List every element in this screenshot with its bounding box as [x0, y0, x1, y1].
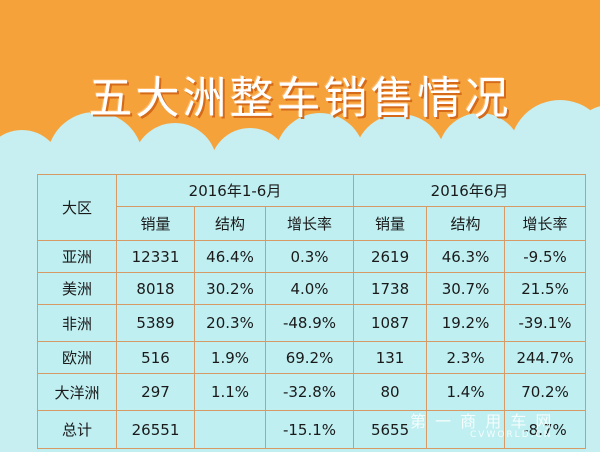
table-row: 亚洲 12331 46.4% 0.3% 2619 46.3% -9.5% — [37, 240, 587, 273]
header-share: 结构 — [194, 206, 266, 241]
cell-jun-growth: -9.5% — [504, 240, 587, 273]
header-period-june: 2016年6月 — [353, 174, 587, 207]
header-region: 大区 — [37, 174, 117, 241]
cell-jun-growth: 70.2% — [504, 373, 587, 411]
table-row: 总计 26551 -15.1% 5655 -8.7% — [37, 410, 587, 449]
cell-h1-growth: -48.9% — [264, 304, 355, 342]
cell-h1-share — [194, 410, 266, 449]
cell-h1-share: 1.1% — [194, 373, 266, 411]
cell-jun-growth: 244.7% — [504, 341, 587, 374]
cell-jun-growth: -39.1% — [504, 304, 587, 342]
sales-table: 大区 2016年1-6月 2016年6月 销量 结构 增长率 销量 结构 增长率… — [37, 174, 587, 449]
cell-jun-share: 19.2% — [426, 304, 506, 342]
table-row: 欧洲 516 1.9% 69.2% 131 2.3% 244.7% — [37, 341, 587, 374]
table-body: 亚洲 12331 46.4% 0.3% 2619 46.3% -9.5% 美洲 8018 30.2… — [37, 240, 587, 449]
cell-jun-sales: 5655 — [353, 410, 428, 449]
table-row: 美洲 8018 30.2% 4.0% 1738 30.7% 21.5% — [37, 272, 587, 305]
row-region: 总计 — [37, 410, 117, 449]
header-sales: 销量 — [353, 206, 428, 241]
table-row: 非洲 5389 20.3% -48.9% 1087 19.2% -39.1% — [37, 304, 587, 342]
row-region: 欧洲 — [37, 341, 117, 374]
cell-jun-sales: 1087 — [353, 304, 428, 342]
watermark-url: CVWORLD.CN — [470, 430, 553, 440]
row-region: 非洲 — [37, 304, 117, 342]
cell-jun-growth: -8.7% — [504, 410, 587, 449]
cell-jun-share: 1.4% — [426, 373, 506, 411]
cell-h1-sales: 26551 — [116, 410, 195, 449]
cell-h1-growth: 4.0% — [264, 272, 355, 305]
page-title: 五大洲整车销售情况 — [88, 73, 512, 124]
watermark-text: 第 一 商 用 车 网 — [410, 412, 554, 431]
cell-jun-growth: 21.5% — [504, 272, 587, 305]
header-share: 结构 — [426, 206, 506, 241]
cell-jun-sales: 131 — [353, 341, 428, 374]
cell-h1-sales: 516 — [116, 341, 195, 374]
table-row: 大洋洲 297 1.1% -32.8% 80 1.4% 70.2% — [37, 373, 587, 411]
cell-h1-sales: 8018 — [116, 272, 195, 305]
cell-h1-share: 30.2% — [194, 272, 266, 305]
cell-h1-share: 20.3% — [194, 304, 266, 342]
cell-h1-growth: 0.3% — [264, 240, 355, 273]
cell-jun-share — [426, 410, 506, 449]
header-growth: 增长率 — [504, 206, 587, 241]
cell-h1-growth: -32.8% — [264, 373, 355, 411]
header-growth: 增长率 — [264, 206, 355, 241]
header-sales: 销量 — [116, 206, 195, 241]
cell-h1-growth: -15.1% — [264, 410, 355, 449]
cell-h1-share: 46.4% — [194, 240, 266, 273]
cell-jun-sales: 1738 — [353, 272, 428, 305]
row-region: 大洋洲 — [37, 373, 117, 411]
cell-jun-sales: 2619 — [353, 240, 428, 273]
cell-h1-sales: 12331 — [116, 240, 195, 273]
row-region: 亚洲 — [37, 240, 117, 273]
cell-jun-share: 30.7% — [426, 272, 506, 305]
cell-h1-share: 1.9% — [194, 341, 266, 374]
cell-h1-sales: 5389 — [116, 304, 195, 342]
cell-jun-share: 46.3% — [426, 240, 506, 273]
cell-h1-growth: 69.2% — [264, 341, 355, 374]
row-region: 美洲 — [37, 272, 117, 305]
cell-jun-sales: 80 — [353, 373, 428, 411]
sales-table-container: 大区 2016年1-6月 2016年6月 销量 结构 增长率 销量 结构 增长率… — [37, 174, 587, 452]
cell-jun-share: 2.3% — [426, 341, 506, 374]
cell-h1-sales: 297 — [116, 373, 195, 411]
header-period-h1: 2016年1-6月 — [115, 174, 355, 207]
